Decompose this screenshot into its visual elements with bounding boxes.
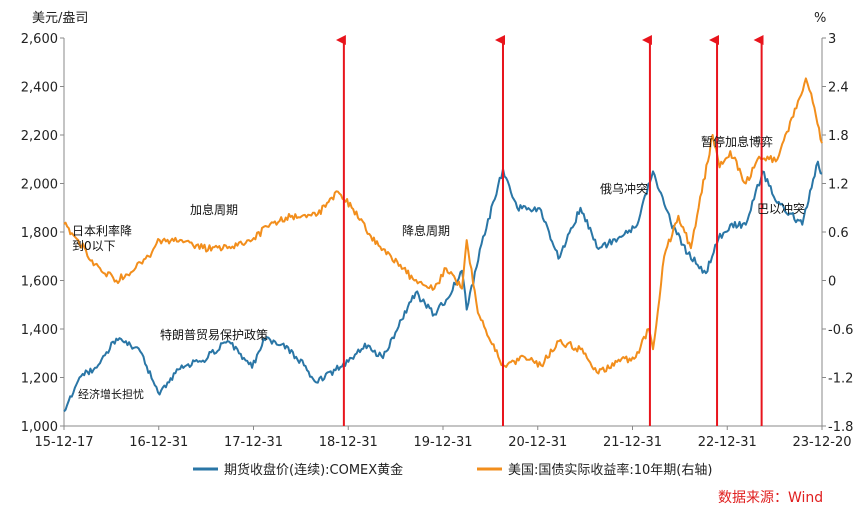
annotation-growth-worry: 经济增长担忧 <box>78 387 144 401</box>
x-tick-label: 16-12-31 <box>129 435 188 450</box>
x-tick-label: 20-12-31 <box>508 435 567 450</box>
left-tick-label: 2,200 <box>21 129 58 144</box>
right-tick-label: -0.6 <box>828 323 853 338</box>
x-tick-label: 22-12-31 <box>698 435 757 450</box>
annotation-russia-ukraine: 俄乌冲突 <box>600 181 648 196</box>
series-line-gold <box>63 160 823 413</box>
right-axis-unit: % <box>814 11 826 26</box>
x-axis-ticks: 15-12-17 16-12-31 17-12-31 18-12-31 19-12-31… <box>34 426 852 450</box>
legend-label-yield: 美国:国债实际收益率:10年期(右轴) <box>508 462 712 478</box>
left-tick-label: 1,200 <box>21 372 58 387</box>
left-tick-label: 1,800 <box>21 226 58 241</box>
right-tick-label: 0.6 <box>828 226 849 241</box>
right-tick-label: 2.4 <box>828 81 849 96</box>
left-tick-label: 1,400 <box>21 323 58 338</box>
annotation-cut-cycle: 降息周期 <box>402 223 450 238</box>
right-tick-label: 3 <box>828 32 836 47</box>
left-tick-label: 2,600 <box>21 32 58 47</box>
x-tick-label: 23-12-20 <box>792 435 851 450</box>
events-layer <box>335 35 764 426</box>
left-tick-label: 1,600 <box>21 275 58 290</box>
right-tick-label: -1.2 <box>828 372 853 387</box>
right-tick-label: 1.8 <box>828 129 849 144</box>
left-axis-unit: 美元/盎司 <box>32 11 88 26</box>
x-tick-label: 21-12-31 <box>603 435 662 450</box>
series-line-real-yield <box>63 77 823 375</box>
left-tick-label: 2,400 <box>21 81 58 96</box>
right-axis-ticks: -1.8 -1.2 -0.6 0 0.6 1.2 1.8 2.4 3 <box>822 32 853 435</box>
left-tick-label: 1,000 <box>21 420 58 435</box>
left-axis-ticks: 1,000 1,200 1,400 1,600 1,800 2,000 2,200 2,400… <box>21 32 64 435</box>
series-layer <box>63 77 823 413</box>
x-tick-label: 17-12-31 <box>224 435 283 450</box>
right-tick-label: 1.2 <box>828 178 849 193</box>
x-tick-label: 19-12-31 <box>413 435 472 450</box>
x-tick-label: 18-12-31 <box>319 435 378 450</box>
annotation-japan-rate-line2: 到0以下 <box>72 239 116 253</box>
legend-label-gold: 期货收盘价(连续):COMEX黄金 <box>224 462 403 478</box>
right-tick-label: 0 <box>828 275 836 290</box>
annotation-israel-conflict: 巴以冲突 <box>757 201 805 216</box>
right-tick-label: -1.8 <box>828 420 853 435</box>
annotation-trump-trade: 特朗普贸易保护政策 <box>160 327 268 342</box>
annotation-pause-hike: 暂停加息博弈 <box>701 134 773 149</box>
x-tick-label: 15-12-17 <box>34 435 93 450</box>
annotation-hike-cycle: 加息周期 <box>190 202 238 217</box>
annotation-japan-rate-line1: 日本利率降 <box>72 223 132 238</box>
source-note: 数据来源：Wind <box>718 490 823 506</box>
left-tick-label: 2,000 <box>21 178 58 193</box>
legend: 期货收盘价(连续):COMEX黄金 美国:国债实际收益率:10年期(右轴) <box>193 462 712 478</box>
